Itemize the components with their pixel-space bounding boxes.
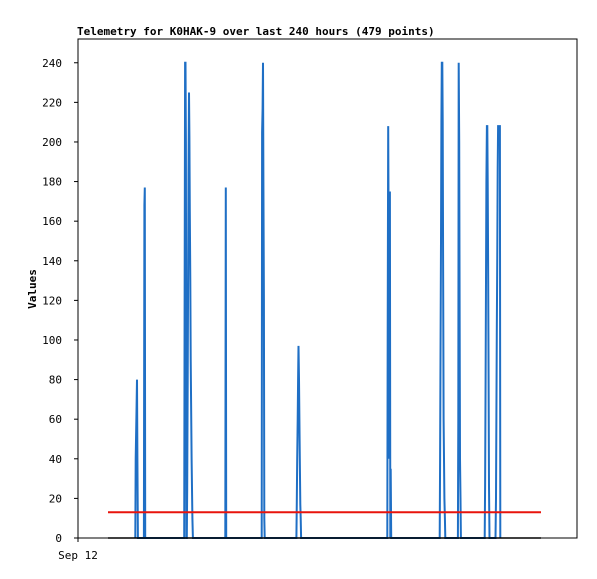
chart-title: Telemetry for K0HAK-9 over last 240 hour…: [77, 25, 435, 38]
y-tick-label: 20: [49, 492, 62, 505]
y-tick-label: 60: [49, 413, 62, 426]
y-tick-label: 120: [42, 294, 62, 307]
x-tick-label: Sep 12: [58, 549, 98, 562]
y-tick-label: 140: [42, 255, 62, 268]
y-tick-label: 80: [49, 374, 62, 387]
x-axis-ticks: Sep 12: [58, 538, 98, 562]
y-tick-label: 180: [42, 176, 62, 189]
y-tick-label: 200: [42, 136, 62, 149]
y-tick-label: 220: [42, 96, 62, 109]
plot-frame: [77, 38, 578, 539]
y-axis-ticks: 0 20 40 60 80 100 120 140 160 180 200 220 240: [42, 57, 78, 545]
y-tick-label: 40: [49, 453, 62, 466]
y-axis-label: Values: [26, 269, 39, 309]
y-tick-label: 240: [42, 57, 62, 70]
y-tick-label: 100: [42, 334, 62, 347]
y-tick-label: 0: [55, 532, 62, 545]
y-tick-label: 160: [42, 215, 62, 228]
